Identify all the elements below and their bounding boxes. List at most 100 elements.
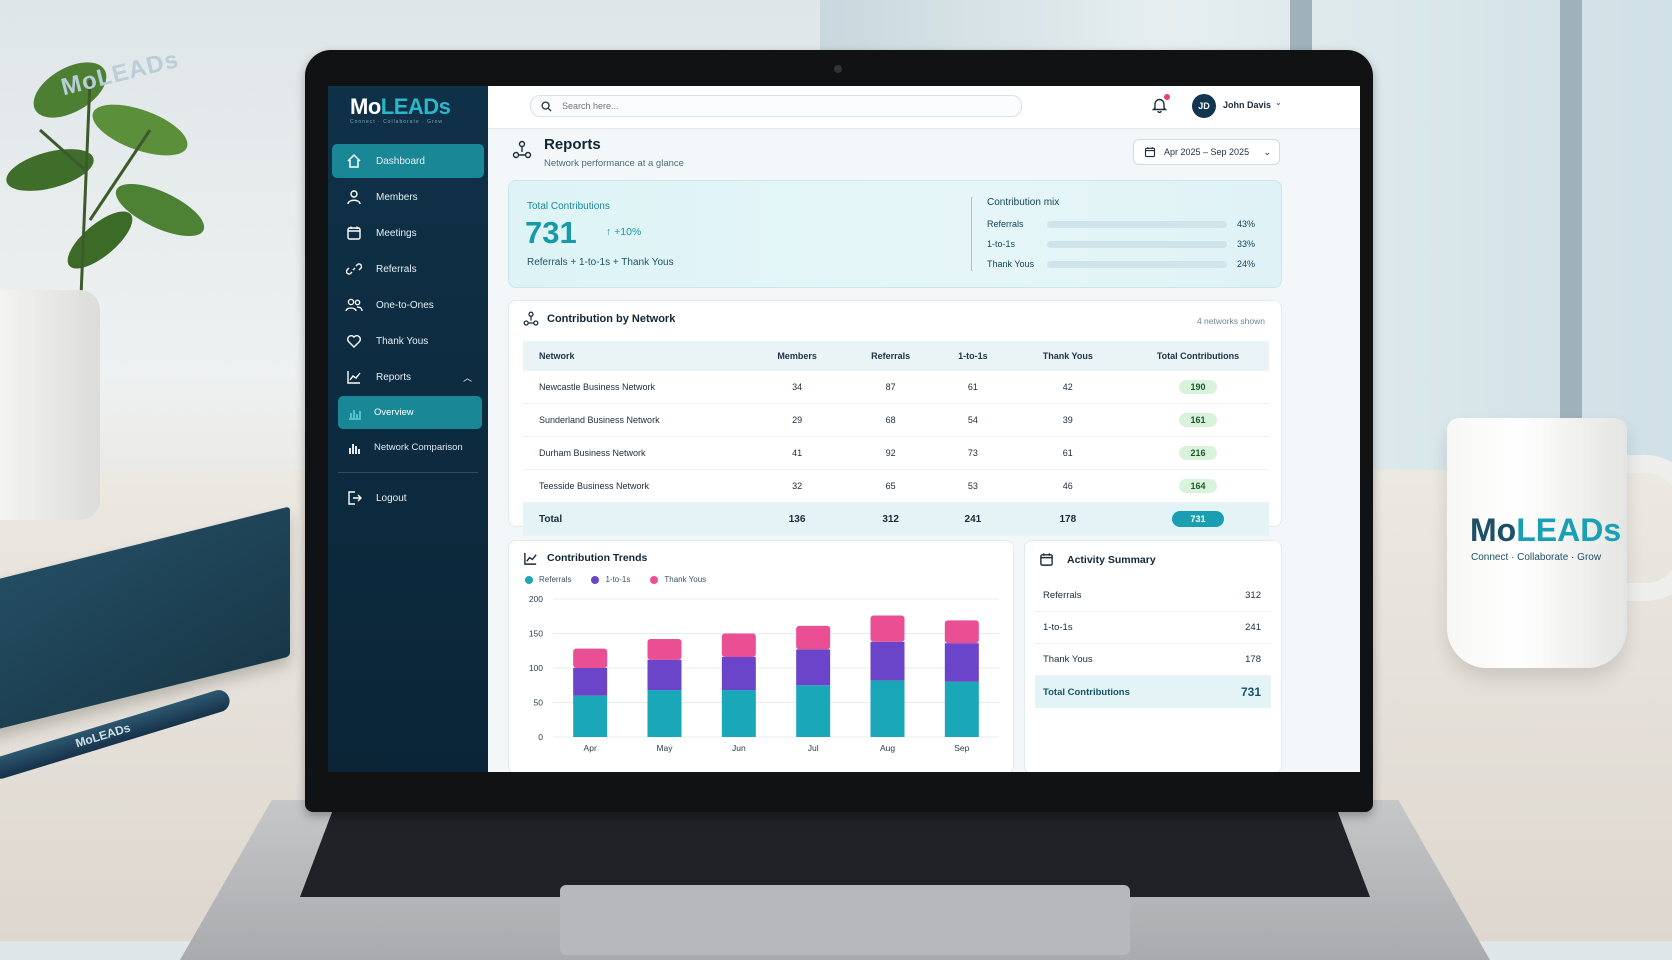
chart-title: Contribution Trends (547, 552, 648, 564)
bar-segment-referrals[interactable] (721, 690, 756, 737)
sidebar-item-label: Referrals (376, 263, 417, 275)
cell: 46 (1008, 469, 1127, 503)
bar-segment-1-to-1s[interactable] (573, 668, 608, 696)
bar-segment-referrals[interactable] (944, 681, 979, 737)
column-header[interactable]: 1-to-1s (937, 341, 1009, 371)
cell: 65 (844, 469, 938, 503)
sidebar-item-label: Network Comparison (374, 442, 463, 453)
network-name: Teesside Business Network (523, 469, 750, 503)
change-value: +10% (614, 226, 642, 238)
sidebar-item-dashboard[interactable]: Dashboard (332, 144, 484, 178)
column-header[interactable]: Thank Yous (1008, 341, 1127, 371)
sidebar-item-thank-yous[interactable]: Thank Yous (332, 324, 484, 358)
date-range-label: Apr 2025 – Sep 2025 (1164, 147, 1250, 157)
date-range-picker[interactable]: Apr 2025 – Sep 2025 ⌄ (1133, 139, 1280, 165)
mix-label: Thank Yous (987, 259, 1035, 269)
network-name: Durham Business Network (523, 436, 750, 470)
cell: 178 (1008, 502, 1127, 536)
app-logo[interactable]: MoLEADs (350, 94, 451, 119)
bar-segment-1-to-1s[interactable] (647, 659, 682, 691)
table-header-row: Network Members Referrals 1-to-1s Thank … (523, 341, 1269, 371)
column-header[interactable]: Members (750, 341, 845, 371)
chevron-down-icon: ⌄ (1263, 146, 1271, 157)
column-header[interactable]: Referrals (844, 341, 938, 371)
sidebar-item-members[interactable]: Members (332, 180, 484, 214)
bar-segment-thank-yous[interactable] (573, 648, 608, 668)
y-tick-label: 200 (529, 594, 543, 604)
table-row[interactable]: Sunderland Business Network 29 68 54 39 … (523, 403, 1269, 437)
x-tick-label: Sep (954, 743, 969, 753)
activity-row: 1-to-1s 241 (1035, 611, 1271, 644)
heart-icon (344, 333, 364, 349)
sidebar-item-referrals[interactable]: Referrals (332, 252, 484, 286)
legend-item[interactable]: Thank Yous (650, 575, 706, 584)
bar-segment-thank-yous[interactable] (721, 633, 756, 657)
bar-segment-referrals[interactable] (647, 690, 682, 737)
page-header: Reports Network performance at a glance (510, 136, 1290, 176)
table-row[interactable]: Teesside Business Network 32 65 53 46 16… (523, 469, 1269, 503)
bar-segment-thank-yous[interactable] (796, 625, 831, 650)
bar-segment-referrals[interactable] (870, 680, 905, 737)
y-tick-label: 50 (534, 698, 544, 708)
bar-segment-1-to-1s[interactable] (944, 643, 979, 682)
cell: 32 (750, 469, 845, 503)
users-icon (344, 297, 364, 313)
logo-tagline: Connect · Collaborate · Grow (350, 119, 444, 125)
table-row[interactable]: Newcastle Business Network 34 87 61 42 1… (523, 371, 1269, 404)
sidebar-subitem-overview[interactable]: Overview (338, 396, 482, 429)
calendar-icon (344, 225, 364, 241)
bars-icon (348, 441, 362, 455)
cell: 92 (844, 436, 938, 470)
legend-label: Referrals (539, 575, 572, 584)
bar-segment-thank-yous[interactable] (870, 615, 905, 642)
user-name[interactable]: John Davis (1223, 100, 1272, 110)
mix-row-thank-yous: Thank Yous 24% (987, 257, 1267, 271)
y-tick-label: 150 (529, 629, 543, 639)
progress-track (1047, 220, 1227, 228)
x-tick-label: Jul (808, 743, 819, 753)
sidebar-item-one-to-ones[interactable]: One-to-Ones (332, 288, 484, 322)
bar-segment-1-to-1s[interactable] (796, 649, 831, 686)
contribution-by-network-card: Contribution by Network 4 networks shown… (508, 300, 1282, 536)
activity-value: 312 (1245, 589, 1261, 601)
calendar-icon (1039, 552, 1054, 572)
total-badge: 216 (1179, 446, 1217, 460)
cell: 41 (750, 436, 845, 470)
bar-segment-thank-yous[interactable] (647, 639, 682, 660)
bar-segment-referrals[interactable] (573, 695, 608, 737)
avatar[interactable]: JD (1192, 94, 1216, 118)
bar-segment-1-to-1s[interactable] (721, 656, 756, 691)
total-formula: Referrals + 1-to-1s + Thank Yous (527, 257, 674, 268)
bar-segment-thank-yous[interactable] (944, 620, 979, 644)
mix-title: Contribution mix (987, 197, 1060, 208)
bar-segment-referrals[interactable] (796, 685, 831, 737)
cell: 87 (844, 371, 938, 404)
x-tick-label: Aug (880, 743, 895, 753)
network-name: Newcastle Business Network (523, 371, 750, 404)
legend-dot (525, 575, 533, 584)
column-header[interactable]: Network (523, 341, 750, 371)
column-header[interactable]: Total Contributions (1127, 341, 1269, 371)
table-row[interactable]: Durham Business Network 41 92 73 61 216 (523, 436, 1269, 470)
sidebar-item-meetings[interactable]: Meetings (332, 216, 484, 250)
chevron-down-icon[interactable]: ⌄ (1275, 98, 1282, 107)
search-input[interactable] (560, 100, 984, 112)
legend-item[interactable]: Referrals (525, 575, 571, 584)
home-icon (344, 153, 364, 169)
activity-summary-card: Activity Summary Referrals 312 1-to-1s 2… (1024, 540, 1282, 772)
chevron-up-icon[interactable]: ︿ (462, 372, 472, 383)
sidebar-nav: Dashboard Members Meetings Referrals One… (328, 142, 488, 517)
change-indicator: ↑ +10% (606, 226, 641, 238)
sidebar-item-reports[interactable]: Reports ︿ (332, 360, 484, 394)
total-badge: 190 (1179, 380, 1217, 394)
sidebar-subitem-network-comparison[interactable]: Network Comparison (338, 431, 482, 464)
logout-button[interactable]: Logout (332, 481, 484, 515)
activity-value: 731 (1240, 685, 1261, 699)
stacked-bar-chart: 200 150 100 50 0 Apr May Jun Jul Aug Sep (529, 594, 999, 753)
search-box[interactable] (530, 95, 1022, 117)
mug-logo: MoLEADs (1470, 512, 1622, 548)
activity-total-row: Total Contributions 731 (1035, 676, 1271, 708)
legend-item[interactable]: 1-to-1s (591, 575, 630, 584)
bar-segment-1-to-1s[interactable] (870, 641, 905, 681)
bell-icon[interactable] (1151, 97, 1168, 118)
